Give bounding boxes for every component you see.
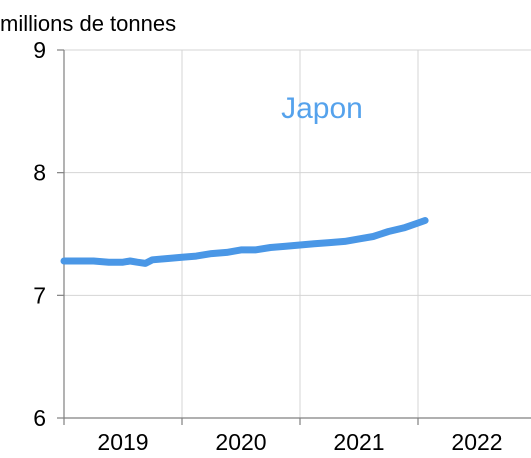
y-tick-label-7: 7 [33,282,46,308]
series-line-0 [60,217,429,267]
y-tick-label-9: 9 [33,37,46,63]
y-axis-unit-label: millions de tonnes [0,11,176,36]
series-layer [60,217,429,267]
x-tick-label-2022: 2022 [451,429,502,455]
x-tick-label-2019: 2019 [97,429,148,455]
x-tick-label-2021: 2021 [333,429,384,455]
x-tick-labels: 2019 2020 2021 2022 [97,429,502,455]
y-tick-label-6: 6 [33,405,46,431]
x-tick-label-2020: 2020 [215,429,266,455]
y-tick-labels: 6 7 8 9 [33,37,46,431]
gridlines [64,49,531,418]
series-annotation: Japon [281,92,363,125]
axes [57,49,531,425]
y-tick-label-8: 8 [33,160,46,186]
